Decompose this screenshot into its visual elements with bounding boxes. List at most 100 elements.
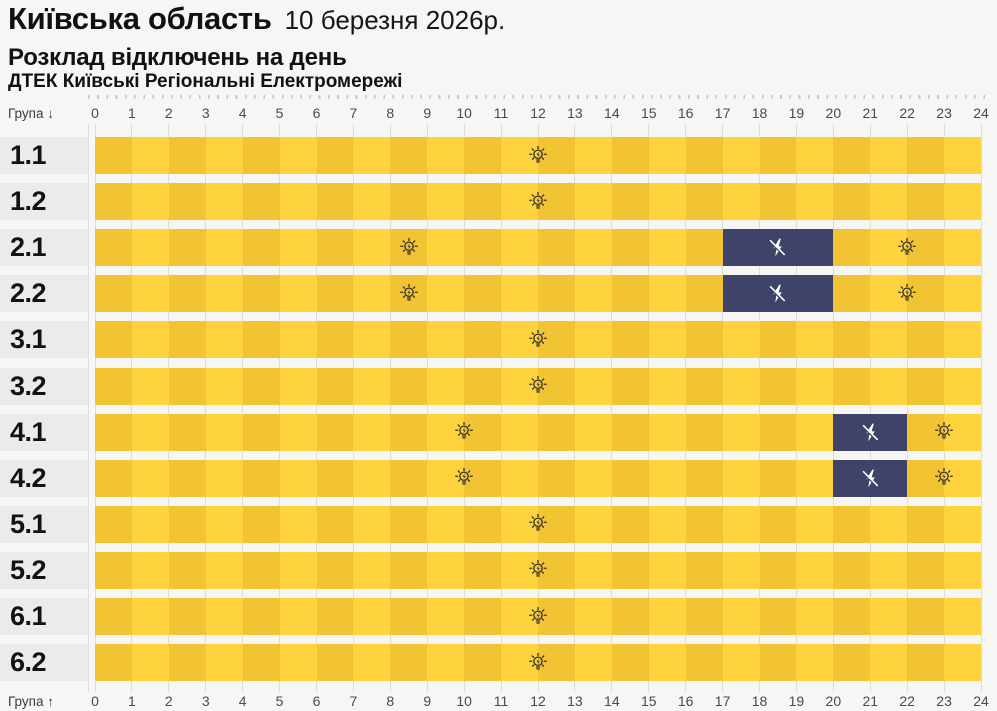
hour-cell [279,367,317,405]
hour-cell [501,459,539,497]
lightbulb-rays-icon [898,283,917,301]
hour-cell [538,551,576,589]
group-label-text: 5.2 [10,554,47,585]
hour-cell [168,598,207,635]
hour-tick-label: 22 [899,693,915,709]
hour-tick-label: 12 [530,693,546,709]
hour-cell [353,367,391,405]
hour-cell [168,275,207,313]
hour-cell [353,275,391,313]
hour-cell [833,183,871,221]
hour-tick-label: 14 [604,693,620,709]
hour-cell [796,413,834,451]
hour-cell [205,413,244,451]
hour-tick-label: 23 [936,693,952,709]
hour-cell [611,275,650,313]
hour-cell [242,137,281,174]
hour-cell [316,321,354,359]
hour-cell [205,183,244,221]
hour-tick-label: 13 [567,105,583,121]
hour-cell [796,183,834,221]
hour-cell [870,598,908,635]
hour-cell [279,275,317,313]
hour-cell [722,137,760,174]
hour-tick-label: 17 [714,105,731,121]
hour-cell [870,505,908,543]
hour-cell [279,505,317,543]
hour-cell [907,505,945,543]
hour-tick-label: 14 [604,105,620,121]
hour-cell [464,183,502,221]
hour-cell [722,598,760,635]
bulb-marker [897,237,918,258]
hour-cell [796,598,834,635]
hour-cell [353,183,391,221]
hour-cell [685,321,724,359]
hour-cell [501,229,539,267]
hour-cell [574,275,613,313]
hour-cell [242,183,281,221]
hour-cell [501,505,539,543]
hour-cell [574,551,613,589]
hour-tick-label: 18 [751,105,768,121]
group-label-text: 6.2 [10,647,47,678]
hour-tick-label: 6 [312,693,321,709]
bulb-marker [454,468,475,489]
hour-cell [685,505,724,543]
hour-cell [944,137,981,174]
hour-cell [944,644,981,682]
hour-cell [205,459,244,497]
outage-block [833,459,908,497]
hour-cell [168,644,207,682]
hour-cell [168,551,207,589]
hour-cell [131,321,170,359]
hour-cell [611,137,650,174]
hour-cell [242,551,281,589]
group-axis-label-bottom: Група ↑ [8,694,54,709]
hour-cell [611,321,650,359]
hour-cell [796,367,834,405]
hour-cell [95,321,133,359]
schedule-row-bar [95,459,981,497]
hour-cell [574,321,613,359]
hour-cell [870,551,908,589]
hour-cell [685,551,724,589]
hour-cell [611,367,650,405]
bulb-marker [398,283,419,304]
hour-cell [833,321,871,359]
hour-cell [685,367,724,405]
hour-cell [390,459,428,497]
lightbulb-rays-icon [898,237,917,255]
hour-cell [279,321,317,359]
group-label-text: 5.1 [10,508,47,539]
group-label-text: 6.1 [10,601,47,631]
schedule-row-bar [95,137,981,174]
hour-tick-label: 4 [238,105,247,121]
hour-gridline [574,124,576,692]
hour-cell [95,275,133,313]
hour-tick-label: 19 [788,693,805,709]
hour-tick-label: 19 [788,105,805,121]
hour-cell [722,551,760,589]
hour-cell [907,367,945,405]
hour-cell [796,551,834,589]
hour-cell [907,321,945,359]
hour-cell [242,229,281,267]
hour-gridline [722,124,724,692]
hour-cell [611,551,650,589]
hour-cell [427,275,465,313]
hour-cell [759,505,797,543]
hour-cell [168,505,207,543]
hour-tick-label: 11 [493,693,509,709]
hour-cell [168,367,207,405]
hour-tick-label: 13 [567,693,583,709]
hour-cell [944,505,981,543]
group-row-label: 3.1 [0,321,88,359]
hour-cell [464,229,502,267]
hour-cell [205,137,244,174]
group-label-text: 4.2 [10,462,47,493]
hour-tick-label: 2 [164,693,173,709]
group-row-label: 4.2 [0,459,88,497]
flash-off-icon [862,423,878,442]
